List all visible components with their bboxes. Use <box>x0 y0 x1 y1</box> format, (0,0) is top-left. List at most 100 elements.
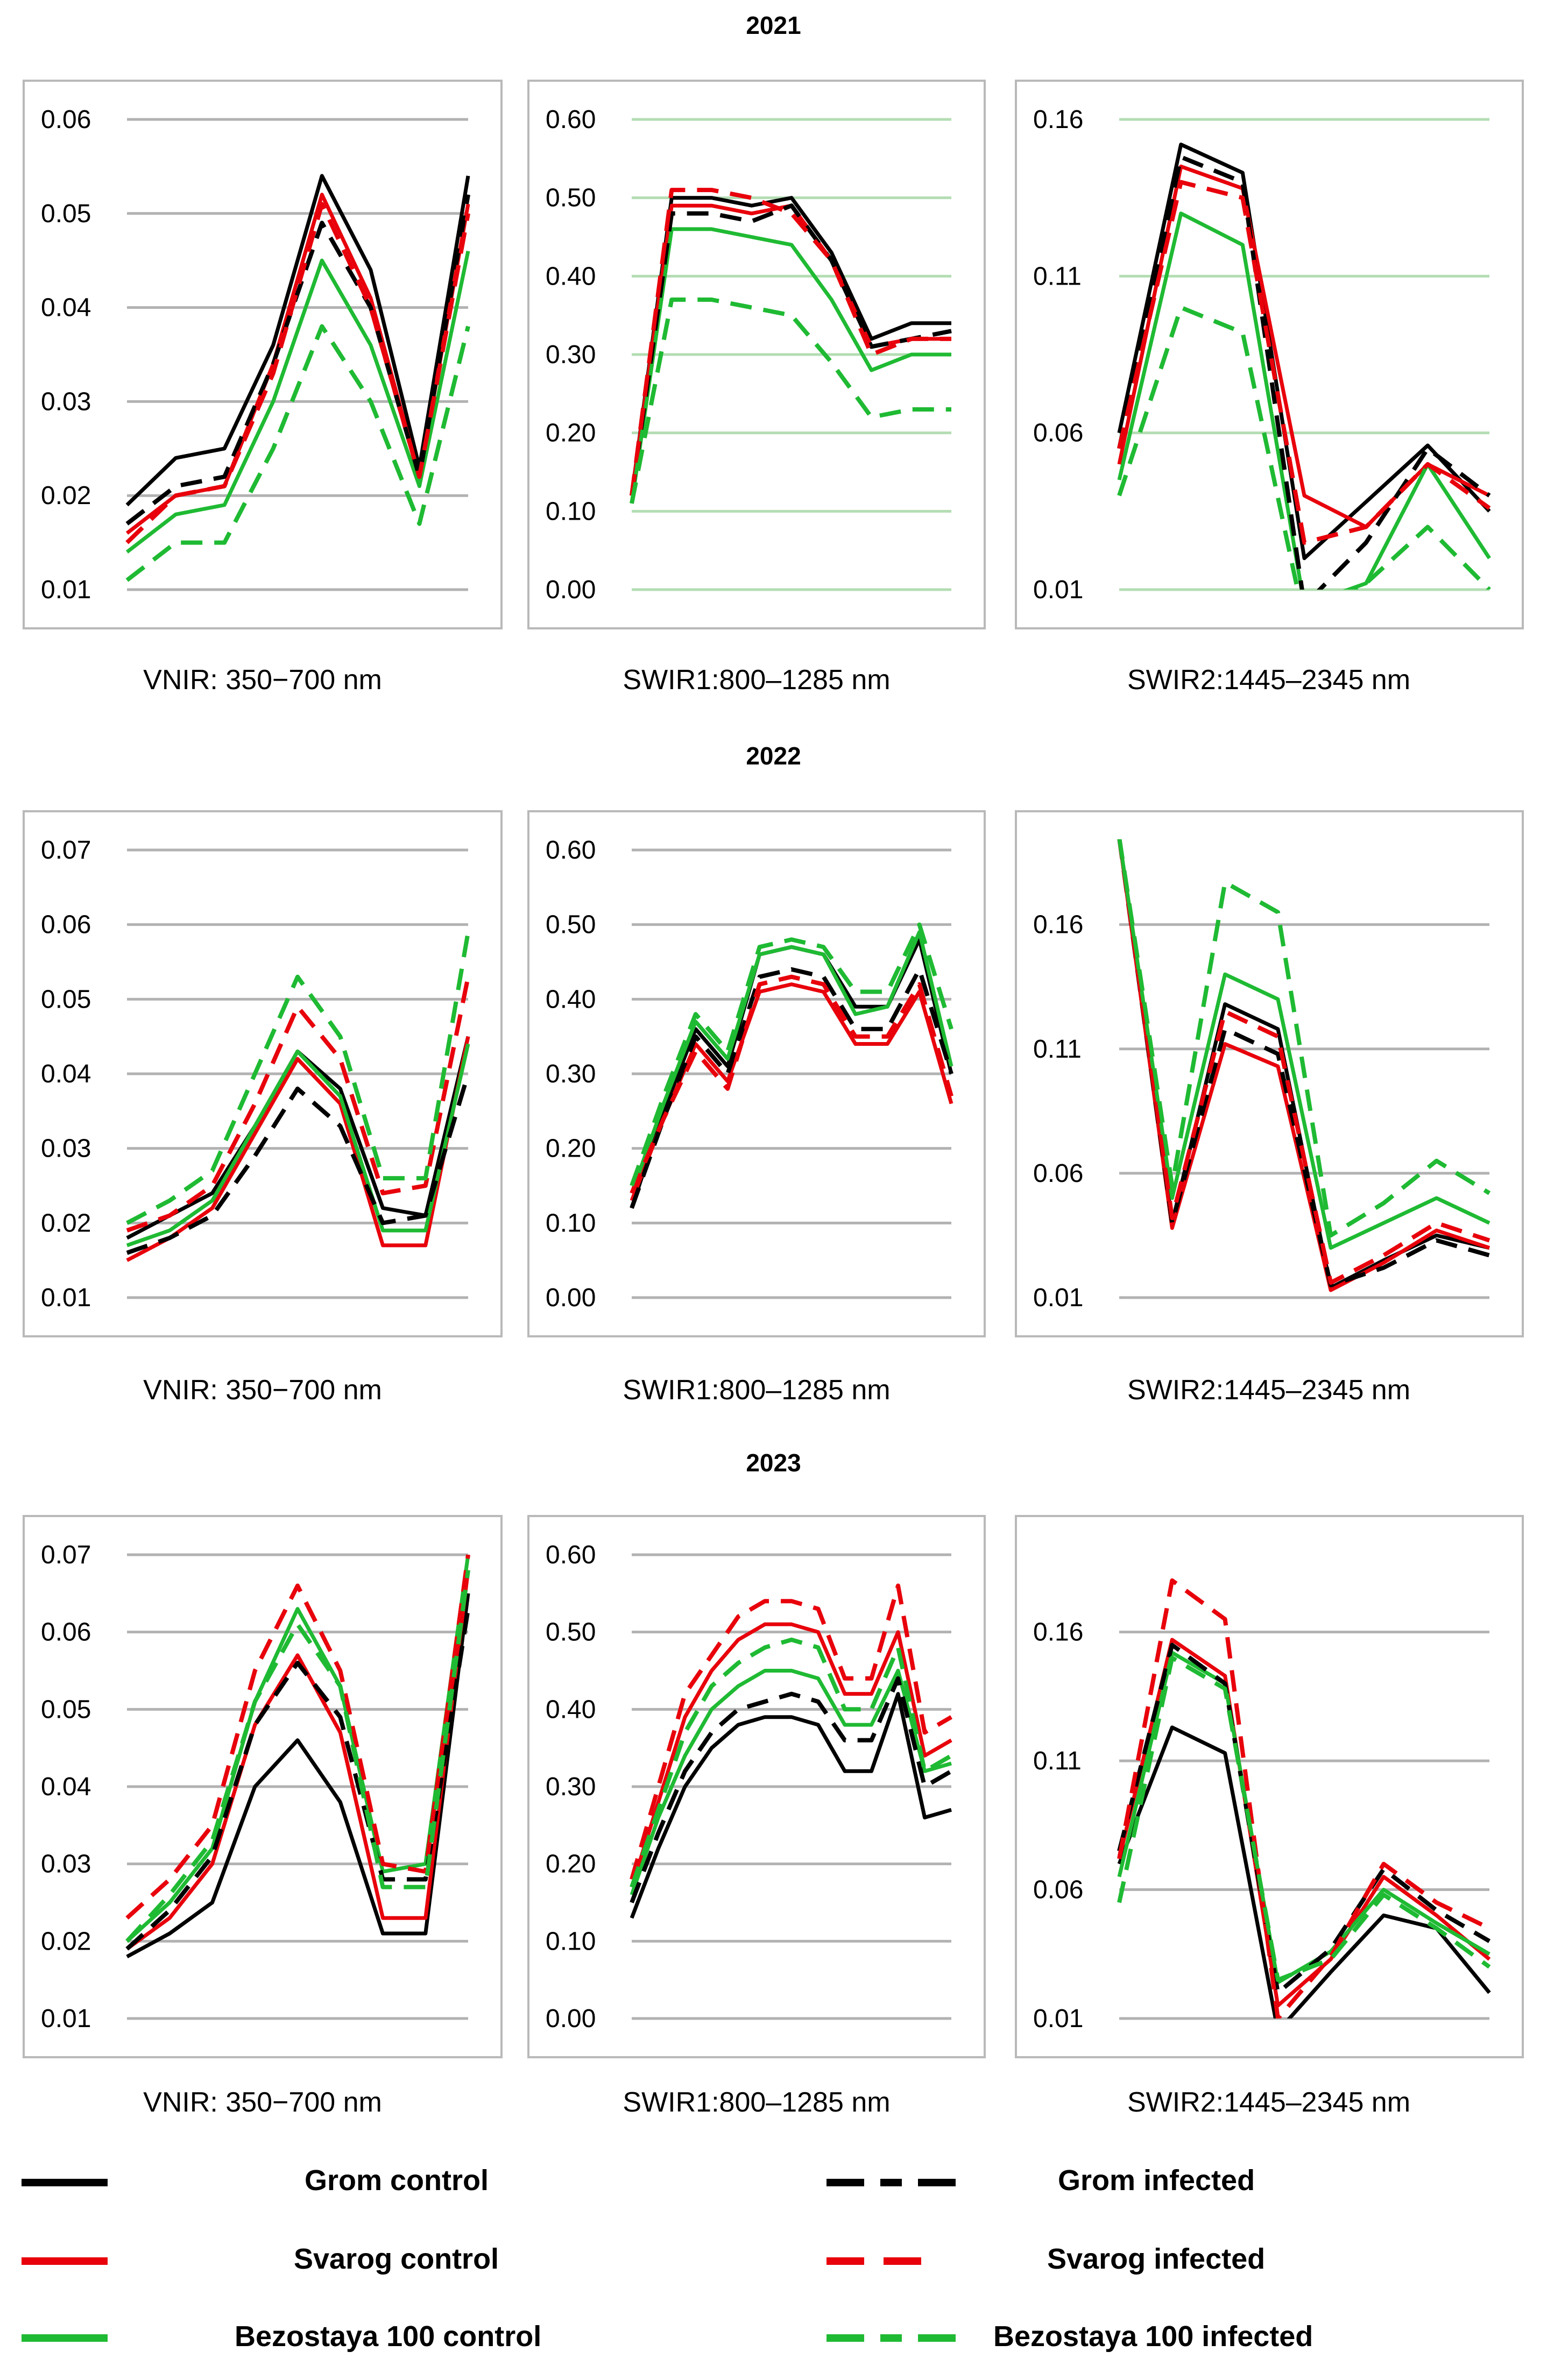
legend-label-bezostaya-infected: Bezostaya 100 infected <box>993 2320 1313 2353</box>
series-line-bezostaya-100-control <box>125 1554 470 1943</box>
legend-label-svarog-control: Svarog control <box>294 2243 499 2275</box>
series-line-bezostaya-100-infected <box>630 922 953 1187</box>
series-line-bezostaya-100-control <box>125 250 470 554</box>
y-tick-label: 0.60 <box>546 836 596 865</box>
chart-2023-vnir: 0.01 0.02 0.03 0.04 0.05 0.06 0.07 <box>23 1515 503 2058</box>
chart-svg-8: 0.01 0.06 0.11 0.16 <box>1033 1578 1491 2033</box>
series-line-svarog-infected <box>630 974 953 1194</box>
series-line-grom-infected <box>126 1073 470 1255</box>
series-line-svarog-infected <box>126 976 470 1232</box>
y-tick-label: 0.01 <box>1033 1284 1083 1312</box>
y-tick-label: 0.50 <box>546 1618 596 1647</box>
series-line-svarog-control <box>125 1570 470 1951</box>
series-line-bezostaya-100-infected <box>1117 305 1491 590</box>
year-heading-2022: 2022 <box>746 742 801 770</box>
chart-2021-vnir: 0.01 0.02 0.03 0.04 0.05 0.06 <box>23 80 503 629</box>
y-tick-label: 0.20 <box>546 1135 596 1163</box>
y-tick-label: 0.20 <box>546 419 596 448</box>
y-tick-label: 0.05 <box>41 1695 91 1724</box>
y-tick-label: 0.05 <box>41 200 91 228</box>
series-line-grom-control <box>126 1036 470 1240</box>
series-line-grom-control <box>125 174 470 507</box>
series-line-grom-control <box>630 196 951 496</box>
series-line-grom-control <box>1117 143 1491 561</box>
y-tick-label: 0.05 <box>41 985 91 1014</box>
y-tick-label: 0.06 <box>41 1618 91 1647</box>
y-tick-label: 0.01 <box>1033 576 1083 604</box>
chart-svg-2: 0.01 0.06 0.11 0.16 <box>1033 105 1491 604</box>
chart-2021-swir1: 0.00 0.10 0.20 0.30 0.40 0.50 0.60 <box>527 80 986 629</box>
chart-2022-swir1: 0.00 0.10 0.20 0.30 0.40 0.50 0.60 <box>527 810 986 1337</box>
chart-2022-vnir: 0.01 0.02 0.03 0.04 0.05 0.06 0.07 <box>23 810 503 1337</box>
series-line-bezostaya-100-control <box>1117 839 1491 1250</box>
legend-label-grom-infected: Grom infected <box>1058 2164 1255 2197</box>
series-line-bezostaya-100-infected <box>126 931 470 1225</box>
y-tick-label: 0.30 <box>546 341 596 369</box>
series-line-svarog-infected <box>1117 839 1491 1285</box>
series-line-svarog-infected <box>125 202 470 544</box>
xlabel-2023-vnir: VNIR: 350−700 nm <box>143 2087 382 2118</box>
series-line-svarog-infected <box>1117 180 1491 545</box>
y-tick-label: 0.16 <box>1033 911 1083 939</box>
chart-svg-4: 0.00 0.10 0.20 0.30 0.40 0.50 0.60 <box>546 836 953 1312</box>
chart-2023-swir1: 0.00 0.10 0.20 0.30 0.40 0.50 0.60 <box>527 1515 986 2058</box>
y-tick-label: 0.07 <box>41 836 91 865</box>
y-tick-label: 0.30 <box>546 1060 596 1088</box>
y-tick-label: 0.00 <box>546 576 596 604</box>
series-line-bezostaya-100-infected <box>125 324 470 582</box>
xlabel-2021-vnir: VNIR: 350−700 nm <box>143 664 382 696</box>
series-line-bezostaya-100-infected <box>125 1570 470 1943</box>
legend-label-bezostaya-control: Bezostaya 100 control <box>235 2320 542 2353</box>
y-tick-label: 0.10 <box>546 1927 596 1956</box>
chart-svg-7: 0.00 0.10 0.20 0.30 0.40 0.50 0.60 <box>546 1541 953 2033</box>
y-tick-label: 0.11 <box>1033 1035 1082 1064</box>
series-line-svarog-control <box>126 1036 470 1262</box>
year-heading-2023: 2023 <box>746 1449 801 1477</box>
y-tick-label: 0.60 <box>546 105 596 134</box>
y-tick-label: 0.04 <box>41 294 91 322</box>
y-tick-label: 0.03 <box>41 1850 91 1879</box>
chart-svg-6: 0.01 0.02 0.03 0.04 0.05 0.06 0.07 <box>41 1541 470 2033</box>
series-line-grom-infected <box>125 1608 470 1951</box>
y-tick-label: 0.16 <box>1033 1618 1083 1647</box>
series-line-bezostaya-100-infected <box>1117 1655 1491 1982</box>
y-tick-label: 0.11 <box>1033 1747 1082 1775</box>
legend-label-svarog-infected: Svarog infected <box>1047 2243 1266 2275</box>
y-tick-label: 0.06 <box>41 105 91 134</box>
xlabel-2022-swir1: SWIR1:800–1285 nm <box>623 1375 891 1406</box>
series-line-bezostaya-100-control <box>630 227 951 504</box>
series-line-svarog-infected <box>630 188 951 496</box>
xlabel-2023-swir2: SWIR2:1445–2345 nm <box>1127 2087 1411 2118</box>
y-tick-label: 0.03 <box>41 1135 91 1163</box>
year-heading-2021: 2021 <box>746 11 801 39</box>
y-tick-label: 0.01 <box>41 576 91 604</box>
chart-2021-swir2: 0.01 0.06 0.11 0.16 <box>1015 80 1524 629</box>
series-line-svarog-control <box>1117 1638 1491 2008</box>
chart-svg-5: 0.01 0.06 0.11 0.16 <box>1033 839 1491 1312</box>
y-tick-label: 0.01 <box>41 1284 91 1312</box>
y-tick-label: 0.60 <box>546 1541 596 1569</box>
legend-label-grom-control: Grom control <box>305 2164 489 2197</box>
xlabel-2021-swir1: SWIR1:800–1285 nm <box>623 664 891 696</box>
chart-2023-swir2: 0.01 0.06 0.11 0.16 <box>1015 1515 1524 2058</box>
y-tick-label: 0.20 <box>546 1850 596 1879</box>
y-tick-label: 0.11 <box>1033 262 1082 291</box>
series-line-grom-infected <box>125 194 470 526</box>
series-line-svarog-control <box>630 1622 952 1888</box>
y-tick-label: 0.04 <box>41 1060 91 1088</box>
y-tick-label: 0.02 <box>41 481 91 510</box>
y-tick-label: 0.10 <box>546 497 596 526</box>
y-tick-label: 0.06 <box>1033 419 1083 448</box>
xlabel-2022-swir2: SWIR2:1445–2345 nm <box>1127 1375 1411 1406</box>
y-tick-label: 0.06 <box>1033 1159 1083 1188</box>
series-line-grom-infected <box>630 203 952 496</box>
y-tick-label: 0.02 <box>41 1927 91 1956</box>
series-line-bezostaya-100-infected <box>630 1638 953 1888</box>
series-line-svarog-control <box>630 203 951 496</box>
series-line-bezostaya-100-control <box>1117 1651 1491 1985</box>
y-tick-label: 0.02 <box>41 1209 91 1237</box>
y-tick-label: 0.06 <box>41 911 91 939</box>
y-tick-label: 0.00 <box>546 2004 596 2033</box>
y-tick-label: 0.40 <box>546 1695 596 1724</box>
chart-svg-3: 0.01 0.02 0.03 0.04 0.05 0.06 0.07 <box>41 836 470 1312</box>
